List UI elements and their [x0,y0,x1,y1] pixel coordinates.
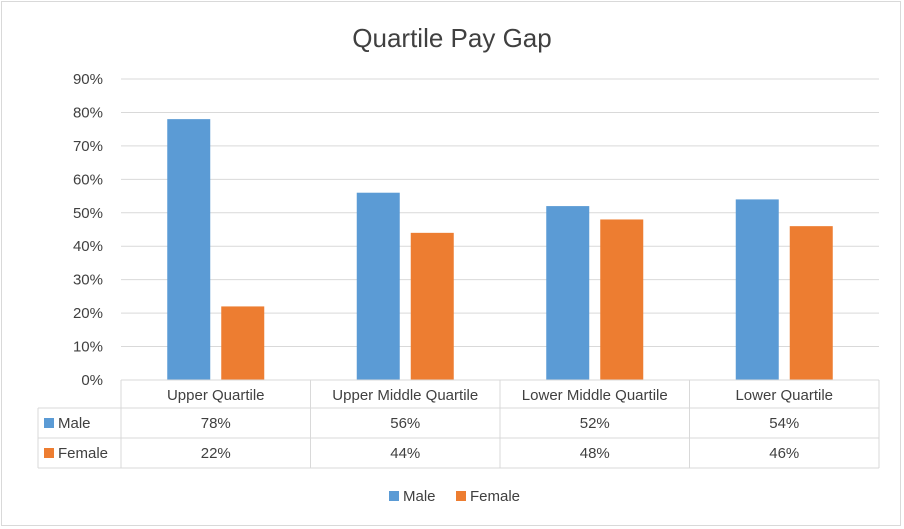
table-legend-key-male [44,418,54,428]
category-label: Upper Middle Quartile [332,387,478,404]
table-cell: 52% [580,415,610,432]
legend-key-male [389,491,399,501]
category-label: Lower Quartile [735,387,833,404]
y-tick-label: 30% [73,272,103,289]
table-cell: 54% [769,415,799,432]
y-tick-label: 10% [73,339,103,356]
legend-key-female [456,491,466,501]
table-legend-key-female [44,448,54,458]
y-tick-label: 60% [73,171,103,188]
bar-female-3 [600,219,644,380]
table-cell: 46% [769,445,799,462]
bar-male-2 [356,192,400,380]
category-label: Upper Quartile [167,387,265,404]
table-cell: 44% [390,445,420,462]
legend-label: Female [470,488,520,505]
y-tick-label: 0% [81,372,103,389]
table-series-name: Female [58,445,108,462]
chart-title: Quartile Pay Gap [352,23,551,53]
table-cell: 48% [580,445,610,462]
category-label: Lower Middle Quartile [522,387,668,404]
y-tick-label: 70% [73,138,103,155]
table-cell: 78% [201,415,231,432]
legend: Male Female [389,488,520,505]
bar-male-3 [546,206,590,380]
bar-female-2 [410,232,454,380]
bar-male-4 [735,199,779,380]
bars [167,119,833,380]
y-tick-label: 80% [73,104,103,121]
bar-female-4 [789,226,833,380]
data-table: Upper Quartile Upper Middle Quartile Lower… [37,379,880,469]
table-series-name: Male [58,415,91,432]
table-cell: 22% [201,445,231,462]
y-tick-label: 50% [73,205,103,222]
bar-male-1 [167,119,211,380]
legend-label: Male [403,488,436,505]
y-tick-label: 20% [73,305,103,322]
table-cell: 56% [390,415,420,432]
y-tick-label: 40% [73,238,103,255]
y-tick-label: 90% [73,71,103,88]
y-axis-tick-labels: 0% 10% 20% 30% 40% 50% 60% 70% 80% 90% [73,71,103,389]
bar-female-1 [221,306,265,380]
